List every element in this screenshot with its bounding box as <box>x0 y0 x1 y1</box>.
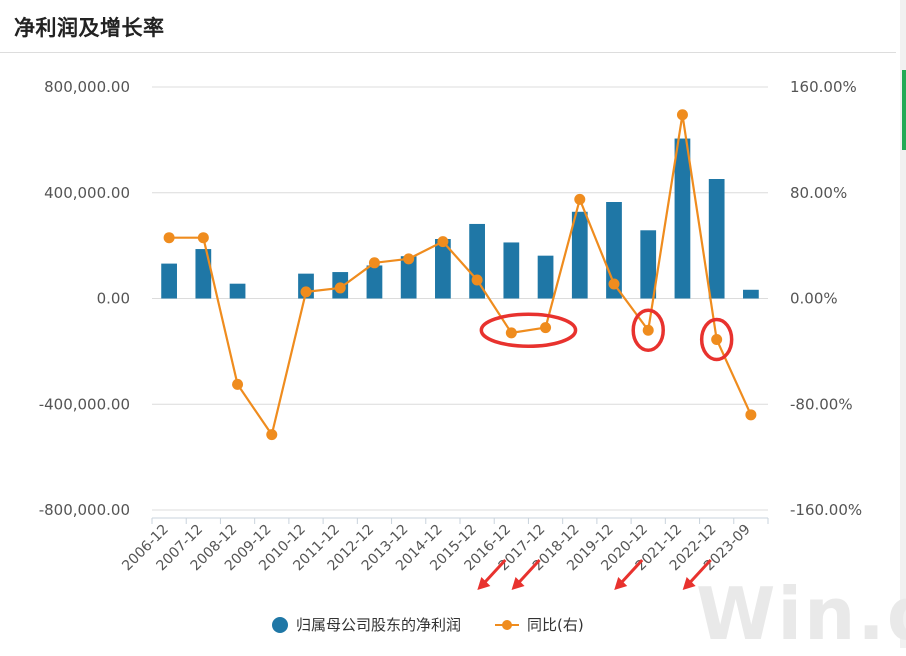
arrow-head <box>477 577 491 590</box>
arrow-shaft <box>686 558 712 587</box>
yoy-point <box>745 409 757 421</box>
bar-series <box>161 138 759 299</box>
y-left-tick-label: 0.00 <box>97 290 130 308</box>
legend-label-net-profit: 归属母公司股东的净利润 <box>296 616 462 634</box>
bar <box>537 255 554 299</box>
yoy-point <box>266 429 278 441</box>
bar <box>503 242 520 299</box>
yoy-point <box>300 286 312 298</box>
arrow-shaft <box>618 558 644 587</box>
bar <box>161 263 177 299</box>
bar <box>195 249 212 299</box>
yoy-point <box>403 253 415 265</box>
arrow-shaft <box>481 558 507 587</box>
yoy-point <box>642 324 654 336</box>
yoy-point <box>368 257 380 269</box>
page-title: 净利润及增长率 <box>14 16 165 40</box>
bar <box>708 179 725 299</box>
yoy-point <box>608 278 620 290</box>
y-left-tick-label: 800,000.00 <box>44 78 130 96</box>
title-divider <box>0 52 896 53</box>
window-edge <box>900 0 906 648</box>
yoy-point <box>711 333 723 345</box>
highlight-ellipse <box>479 312 578 348</box>
bar <box>366 265 383 299</box>
yoy-point <box>334 282 346 294</box>
y-left-tick-label: 400,000.00 <box>44 184 130 202</box>
yoy-point <box>505 327 517 339</box>
y-left-tick-label: -800,000.00 <box>39 501 130 519</box>
chart-legend: 归属母公司股东的净利润 同比(右) <box>272 614 618 635</box>
scroll-indicator <box>902 70 906 150</box>
legend-item-yoy[interactable]: 同比(右) <box>495 614 584 635</box>
bar <box>400 256 417 299</box>
yoy-point <box>437 236 449 248</box>
line-series <box>163 109 757 441</box>
y-right-tick-label: 0.00% <box>790 290 838 308</box>
x-axis: 2006-122007-122008-122009-122010-122011-… <box>119 517 769 574</box>
bar <box>435 239 451 299</box>
yoy-line <box>169 113 752 436</box>
bar <box>640 230 657 299</box>
yoy-point <box>471 274 483 286</box>
legend-bar-marker <box>272 616 288 633</box>
yoy-point <box>197 232 209 244</box>
arrow-head <box>511 577 525 590</box>
bar <box>743 289 759 299</box>
highlight-ellipse <box>699 317 734 362</box>
y-axis-left: -800,000.00 -400,000.00 0.00 400,000.00 800,… <box>39 78 130 519</box>
arrow-head <box>614 577 628 590</box>
y-right-tick-label: 80.00% <box>790 184 847 202</box>
y-left-tick-label: -400,000.00 <box>39 395 130 413</box>
yoy-point <box>232 378 244 390</box>
y-axis-right: -160.00% -80.00% 0.00% 80.00% 160.00% <box>790 78 862 519</box>
annotations <box>477 308 734 590</box>
bar <box>674 138 691 299</box>
y-right-tick-label: 160.00% <box>790 78 857 96</box>
yoy-point <box>163 232 175 244</box>
watermark-logo: Win.d <box>696 572 906 656</box>
legend-line-marker <box>495 619 520 630</box>
bar <box>229 283 246 299</box>
yoy-point <box>676 109 688 121</box>
bar <box>571 211 588 299</box>
arrow-head <box>682 577 696 590</box>
yoy-point <box>574 193 586 205</box>
highlight-ellipse <box>631 308 665 352</box>
grid-lines <box>152 86 768 511</box>
arrow-shaft <box>515 558 541 587</box>
legend-label-yoy: 同比(右) <box>527 616 584 634</box>
yoy-point <box>540 322 552 334</box>
y-right-tick-label: -160.00% <box>790 501 862 519</box>
y-right-tick-label: -80.00% <box>790 395 853 413</box>
legend-item-net-profit[interactable]: 归属母公司股东的净利润 <box>272 614 461 635</box>
